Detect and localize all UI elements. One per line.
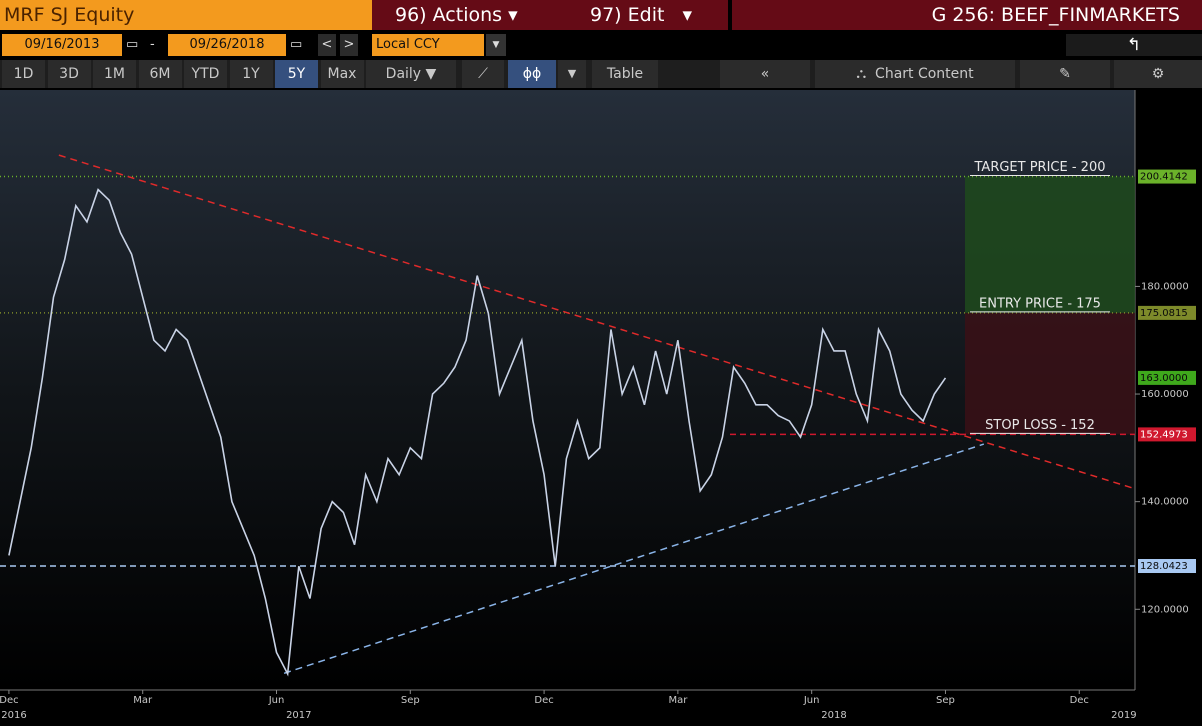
x-tick-label: Dec	[534, 695, 553, 706]
style-dropdown[interactable]: ▼	[558, 60, 586, 88]
ticker[interactable]: MRF SJ Equity	[0, 0, 372, 30]
start-date[interactable]: 09/16/2013	[2, 34, 122, 56]
year-label: 2017	[286, 710, 311, 721]
y-tick-label: 160.0000	[1141, 389, 1189, 400]
title-bar	[372, 0, 1202, 30]
range-button[interactable]: 1M	[93, 60, 136, 88]
range-button[interactable]: 1D	[2, 60, 45, 88]
y-tick-label: 140.0000	[1141, 497, 1189, 508]
level-label: 175.0815	[1140, 308, 1188, 319]
level-tag	[1138, 427, 1196, 442]
currency[interactable]: Local CCY	[372, 34, 484, 56]
chart-content-label: Chart Content	[875, 66, 974, 82]
risk-zone	[965, 312, 1135, 435]
line-icon[interactable]: ⟋	[462, 60, 504, 88]
plot-background	[0, 90, 1135, 690]
table-button[interactable]: Table	[592, 60, 658, 88]
range-button[interactable]: 5Y	[275, 60, 318, 88]
target-zone	[965, 176, 1135, 313]
actions-menu[interactable]: 96) Actions ▾	[395, 4, 518, 26]
currency-dropdown[interactable]: ▼	[486, 34, 506, 56]
level-tag	[1138, 305, 1196, 320]
x-tick-label: Mar	[133, 695, 153, 706]
settings-button[interactable]: ⚙	[1114, 60, 1202, 88]
x-tick-label: Jun	[803, 695, 820, 706]
level-tag	[1138, 169, 1196, 184]
chart: 180.0000 160.0000 140.0000 120.0000 Dec Mar Ju…	[0, 90, 1196, 721]
end-date[interactable]: 09/26/2018	[168, 34, 286, 56]
level-annotation: TARGET PRICE - 200	[974, 160, 1106, 175]
range-button[interactable]: YTD	[184, 60, 227, 88]
calendar-icon[interactable]: ▭	[290, 37, 303, 52]
x-tick-label: Sep	[936, 695, 955, 706]
year-label: 2018	[821, 710, 846, 721]
level-label: 163.0000	[1140, 373, 1188, 384]
x-tick-label: Dec	[1070, 695, 1089, 706]
x-tick-label: Sep	[401, 695, 420, 706]
level-tag	[1138, 370, 1196, 385]
x-tick-label: Dec	[0, 695, 19, 706]
page-code: G 256: BEEF_FINMARKETS	[931, 4, 1180, 26]
collapse-button[interactable]: «	[720, 60, 810, 88]
price-line	[8, 188, 947, 677]
edit-menu[interactable]: 97) Edit ▾	[590, 4, 693, 26]
x-tick-label: Mar	[668, 695, 688, 706]
next-button[interactable]: >	[340, 34, 358, 56]
dash: -	[150, 37, 155, 52]
actions-label: 96) Actions	[395, 4, 503, 26]
year-label: 2016	[1, 710, 26, 721]
y-tick-label: 120.0000	[1141, 604, 1189, 615]
range-button[interactable]: 1Y	[229, 60, 273, 88]
level-annotation: STOP LOSS - 152	[985, 418, 1095, 433]
range-button[interactable]: Max	[320, 60, 364, 88]
level-annotation: ENTRY PRICE - 175	[979, 296, 1101, 311]
calendar-icon[interactable]: ▭	[126, 37, 139, 52]
chart-content-button[interactable]: ⛬ Chart Content	[815, 60, 1015, 88]
bar-icon[interactable]: ɸɸ	[508, 60, 556, 88]
range-button[interactable]: 3D	[47, 60, 91, 88]
frequency-label: Daily	[385, 66, 422, 82]
range-button[interactable]: 6M	[138, 60, 182, 88]
y-tick-label: 180.0000	[1141, 281, 1189, 292]
frequency-menu[interactable]: Daily ▼	[366, 60, 456, 88]
trend-line	[58, 154, 1136, 490]
divider	[728, 0, 732, 30]
year-label: 2019	[1111, 710, 1136, 721]
trend-line	[283, 443, 985, 675]
prev-button[interactable]: <	[318, 34, 336, 56]
x-tick-label: Jun	[268, 695, 285, 706]
back-button[interactable]: ↰	[1066, 34, 1202, 56]
level-tag	[1138, 559, 1196, 574]
level-label: 200.4142	[1140, 172, 1188, 183]
level-label: 152.4973	[1140, 429, 1188, 440]
edit-label: 97) Edit	[590, 4, 665, 26]
level-label: 128.0423	[1140, 561, 1188, 572]
annotate-button[interactable]: ✎	[1020, 60, 1110, 88]
